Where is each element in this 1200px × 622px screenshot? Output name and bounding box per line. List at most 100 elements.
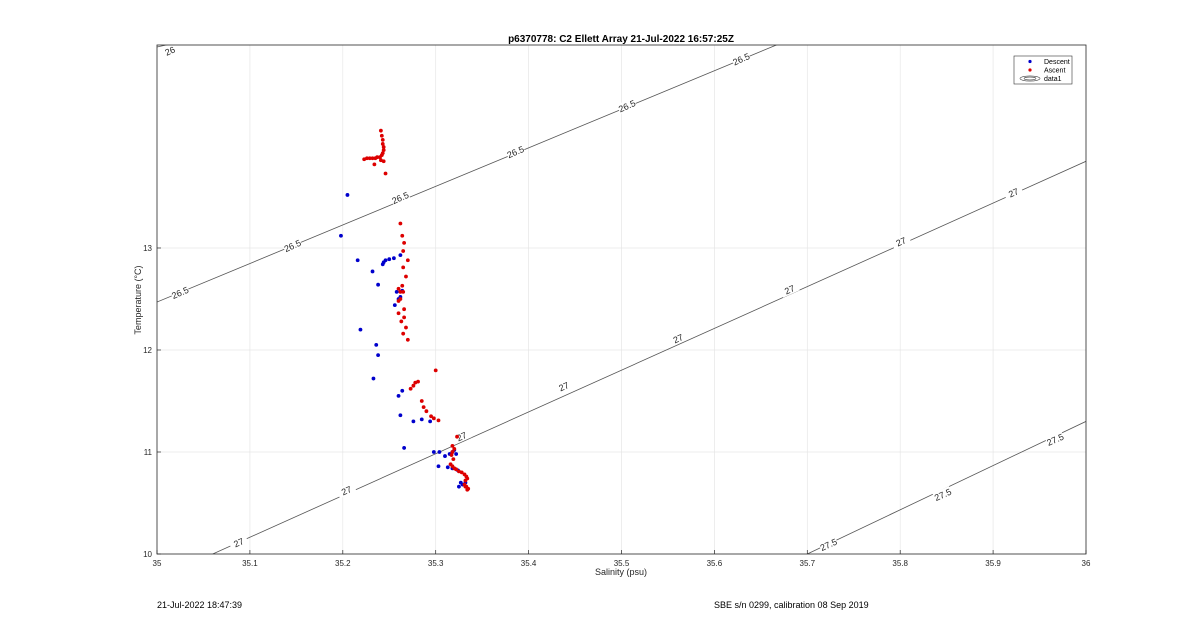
data-points [339, 128, 471, 492]
contour-label-text: 27 [455, 430, 468, 443]
x-tick-label: 35.2 [335, 559, 351, 568]
descent-point [437, 450, 442, 454]
ascent-point [362, 157, 367, 162]
ascent-point [402, 315, 407, 320]
contour-label-text: 27 [783, 283, 796, 296]
contour-label-text: 27 [340, 484, 353, 497]
ascent-point [404, 325, 408, 330]
ascent-point [431, 416, 436, 421]
ascent-point [401, 331, 406, 336]
contour-line-26-5 [157, 45, 778, 303]
ascent-point [433, 368, 438, 373]
ascent-point [402, 307, 407, 312]
contour-label-bg [336, 482, 357, 499]
contour-label-bg [616, 97, 638, 114]
descent-point [358, 327, 363, 332]
contour-line-27 [212, 160, 1086, 554]
descent-point [402, 446, 407, 450]
legend-box [1013, 55, 1073, 85]
contour-label-text: 27 [232, 536, 245, 549]
contour-label-text: 27 [895, 235, 908, 248]
descent-point [396, 393, 401, 398]
descent-point [355, 258, 360, 263]
ascent-point [450, 450, 455, 454]
ascent-point [378, 128, 383, 133]
contour-label-bg [389, 189, 411, 206]
descent-point [345, 193, 350, 197]
ascent-point [370, 156, 375, 161]
ascent-point [372, 162, 377, 167]
y-axis-label: Temperature (°C) [133, 265, 143, 334]
descent-point [376, 282, 381, 287]
x-axis-ticks: 35 35.1 35.2 35.3 35.4 35.5 35.6 35.7 35.8 35.9 36 [153, 550, 1091, 568]
contour-label: 27 [779, 281, 800, 298]
x-tick-label: 35.3 [428, 559, 444, 568]
x-tick-label: 35.4 [521, 559, 537, 568]
ascent-point [419, 399, 424, 403]
x-tick-label: 35.1 [242, 559, 258, 568]
contour-label-bg [1003, 184, 1024, 201]
ascent-point [398, 221, 403, 226]
chart-title: p6370778: C2 Ellett Array 21-Jul-2022 16… [508, 34, 734, 45]
contour-label-bg [282, 237, 303, 254]
descent-point [419, 417, 424, 422]
y-axis-ticks: 10 11 12 13 [143, 244, 161, 559]
descent-point [339, 233, 343, 238]
legend-ascent-marker [1028, 68, 1032, 72]
legend: Descent Ascent data1 [1013, 55, 1073, 85]
contour-label-bg [553, 378, 574, 395]
contour-label-bg [228, 534, 249, 551]
ascent-point [399, 319, 404, 324]
contour-label: 27 [451, 428, 472, 445]
descent-point [400, 388, 405, 393]
descent-point [411, 419, 416, 424]
ascent-point [405, 258, 410, 263]
contour-label: 27 [890, 233, 912, 250]
ascent-point [413, 380, 418, 385]
descent-point [436, 464, 441, 469]
ascent-point [367, 156, 372, 161]
contour-label: 27 [1003, 184, 1024, 201]
contour-label-text: 27 [672, 332, 685, 345]
contour-label: 27 [667, 330, 689, 347]
contour-label: 27 [553, 378, 574, 395]
ascent-point [421, 405, 426, 410]
contour-label-bg [1044, 431, 1066, 448]
ascent-point [381, 159, 386, 164]
ascent-point [408, 386, 413, 391]
ascent-point [381, 145, 386, 149]
x-tick-label: 36 [1082, 559, 1091, 568]
ascent-point [379, 133, 384, 138]
descent-point [428, 419, 433, 424]
contour-label-bg [818, 536, 839, 553]
contour-label-text: 26 [163, 45, 176, 58]
descent-point [374, 342, 379, 347]
contour-label-bg [890, 233, 912, 250]
ascent-point [381, 148, 386, 152]
x-tick-label: 35.6 [707, 559, 723, 568]
descent-point [371, 376, 376, 381]
ascent-point [463, 484, 468, 489]
legend-descent-marker [1028, 59, 1032, 64]
descent-point [387, 257, 392, 262]
y-tick-label: 11 [144, 448, 153, 457]
ascent-point [380, 142, 385, 146]
descent-point [443, 454, 447, 458]
footer-calibration: SBE s/n 0299, calibration 08 Sep 2019 [714, 600, 869, 610]
ascent-point [463, 478, 468, 483]
contour-label-bg [451, 428, 472, 445]
ascent-point [429, 414, 433, 419]
descent-point [391, 256, 396, 261]
contour-label-bg [667, 330, 689, 347]
ascent-point [401, 249, 406, 253]
contour-label-text: 27 [1007, 186, 1020, 199]
legend-data1-label: data1 [1044, 76, 1062, 83]
descent-point [370, 269, 375, 274]
x-tick-label: 35.7 [800, 559, 816, 568]
ascent-point [405, 337, 410, 342]
descent-point [380, 262, 385, 267]
descent-point [394, 289, 399, 294]
ascent-point [436, 418, 441, 423]
descent-point [454, 452, 459, 456]
ascent-point [396, 286, 401, 291]
